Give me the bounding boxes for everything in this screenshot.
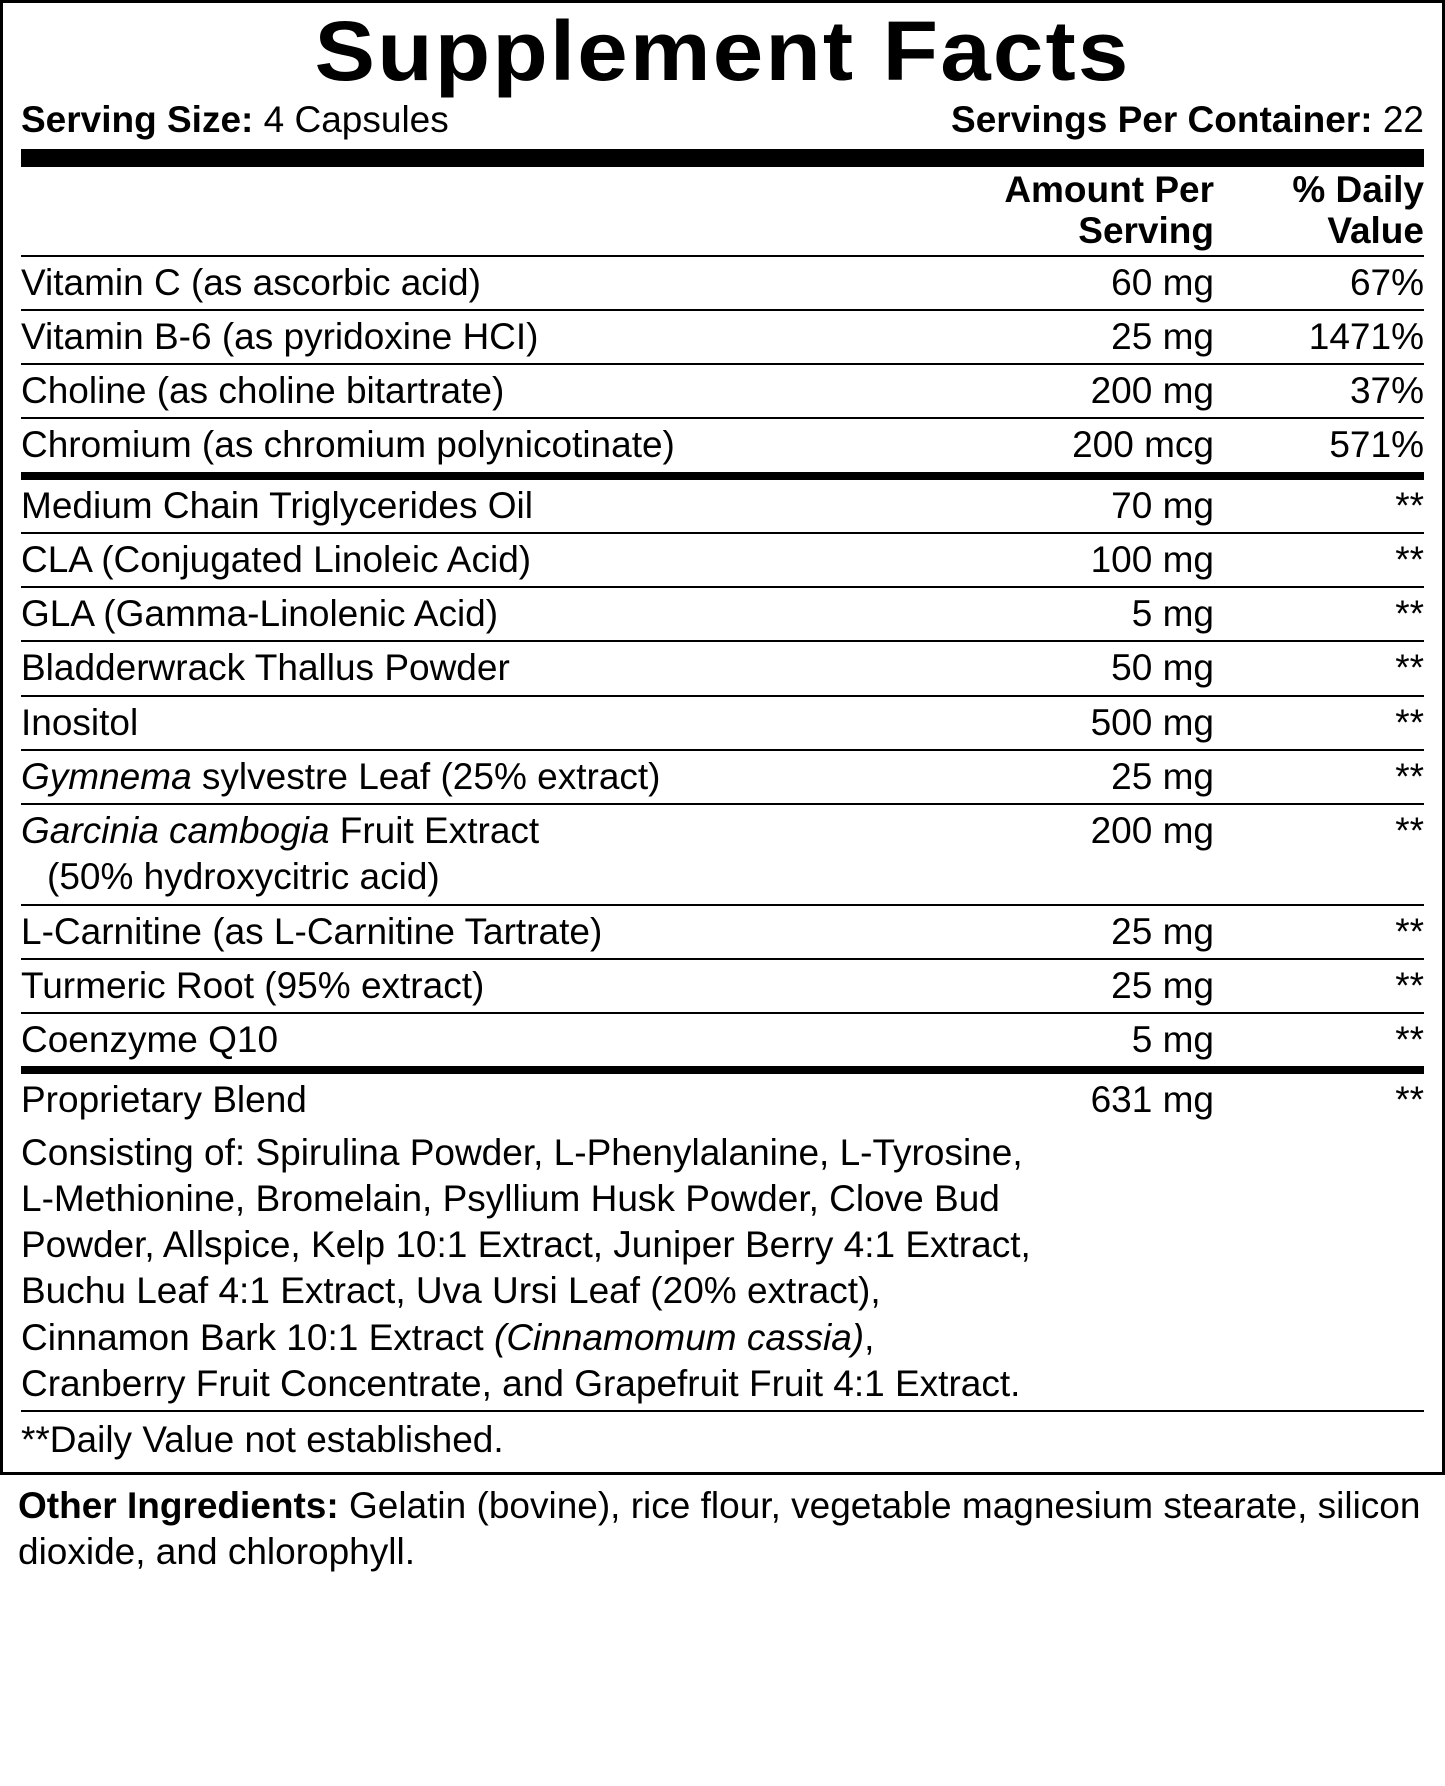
blend-description: Consisting of: Spirulina Powder, L-Pheny… xyxy=(21,1127,1424,1412)
other-ingredients-label: Other Ingredients: xyxy=(18,1485,349,1526)
divider-thick xyxy=(21,149,1424,167)
table-row: Coenzyme Q10 5 mg ** xyxy=(21,1013,1424,1066)
table-row: CLA (Conjugated Linoleic Acid) 100 mg ** xyxy=(21,533,1424,587)
blend-row: Proprietary Blend 631 mg ** xyxy=(21,1074,1424,1126)
dv-footnote: **Daily Value not established. xyxy=(21,1412,1424,1472)
facts-table: Amount Per Serving % Daily Value Vitamin… xyxy=(21,167,1424,1412)
table-row: Medium Chain Triglycerides Oil 70 mg ** xyxy=(21,480,1424,533)
servings-per-container: Servings Per Container: 22 xyxy=(951,97,1424,143)
table-row: Vitamin C (as ascorbic acid) 60 mg 67% xyxy=(21,257,1424,310)
servings-per-label: Servings Per Container: xyxy=(951,99,1373,140)
table-row: Vitamin B-6 (as pyridoxine HCI) 25 mg 14… xyxy=(21,310,1424,364)
table-row: Chromium (as chromium polynicotinate) 20… xyxy=(21,418,1424,471)
supplement-facts-panel: Supplement Facts Serving Size: 4 Capsule… xyxy=(0,0,1445,1475)
serving-size: Serving Size: 4 Capsules xyxy=(21,97,449,143)
table-row: Inositol 500 mg ** xyxy=(21,696,1424,750)
table-row: L-Carnitine (as L-Carnitine Tartrate) 25… xyxy=(21,905,1424,959)
table-row: Garcinia cambogia Fruit Extract (50% hyd… xyxy=(21,804,1424,905)
servings-per-value: 22 xyxy=(1383,99,1424,140)
table-row: Bladderwrack Thallus Powder 50 mg ** xyxy=(21,641,1424,695)
serving-size-label: Serving Size: xyxy=(21,99,253,140)
serving-row: Serving Size: 4 Capsules Servings Per Co… xyxy=(21,97,1424,143)
header-amount: Amount Per Serving xyxy=(924,167,1234,254)
header-row: Amount Per Serving % Daily Value xyxy=(21,167,1424,254)
panel-title: Supplement Facts xyxy=(0,9,1445,93)
table-row: GLA (Gamma-Linolenic Acid) 5 mg ** xyxy=(21,587,1424,641)
table-row: Turmeric Root (95% extract) 25 mg ** xyxy=(21,959,1424,1013)
other-ingredients: Other Ingredients: Gelatin (bovine), ric… xyxy=(0,1475,1445,1592)
header-dv: % Daily Value xyxy=(1234,167,1424,254)
serving-size-value: 4 Capsules xyxy=(264,99,449,140)
table-row: Choline (as choline bitartrate) 200 mg 3… xyxy=(21,364,1424,418)
table-row: Gymnema sylvestre Leaf (25% extract) 25 … xyxy=(21,750,1424,804)
